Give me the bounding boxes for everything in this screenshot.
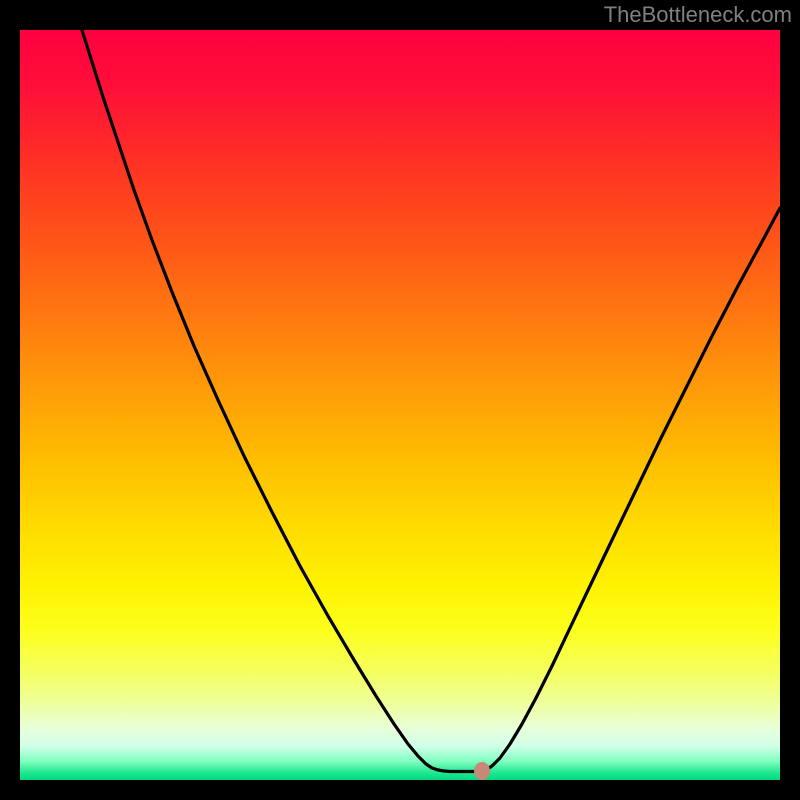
optimum-marker: [474, 762, 490, 780]
watermark-text: TheBottleneck.com: [604, 2, 792, 28]
chart-container: TheBottleneck.com: [0, 0, 800, 800]
bottleneck-curve: [20, 30, 780, 780]
plot-area: [20, 30, 780, 780]
curve-path: [82, 30, 780, 772]
